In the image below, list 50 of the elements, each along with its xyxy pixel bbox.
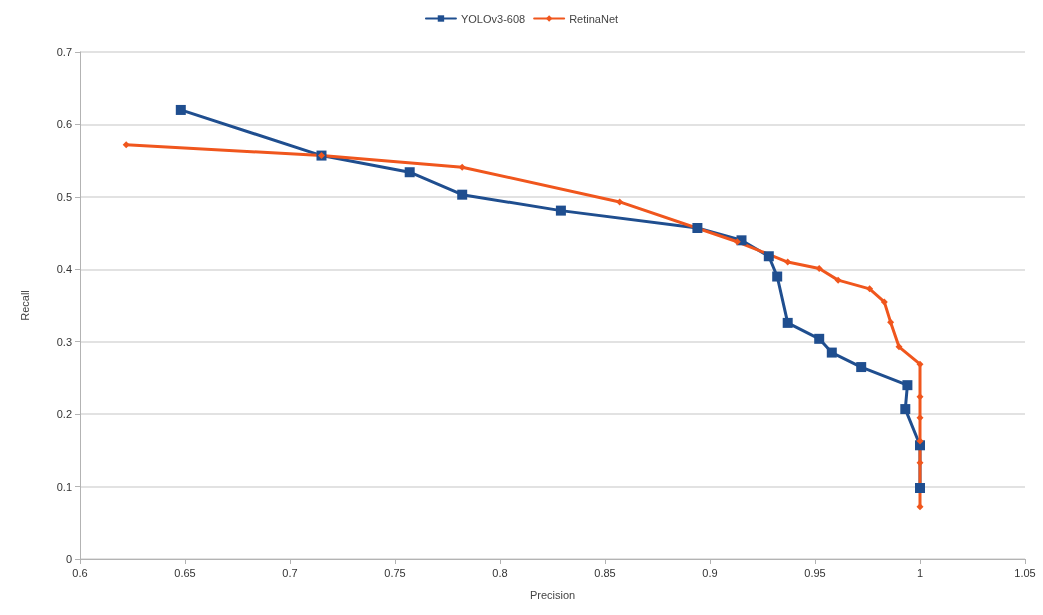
point — [457, 189, 468, 200]
point — [915, 483, 925, 494]
y-tick-label: 0.6 — [56, 118, 72, 131]
x-tick-label: 1.05 — [1014, 566, 1036, 579]
point — [175, 104, 186, 115]
point — [834, 276, 842, 284]
point — [814, 333, 825, 344]
x-tick-label: 0.65 — [174, 566, 196, 579]
legend-label: RetinaNet — [569, 12, 619, 25]
point — [916, 360, 924, 368]
point — [458, 163, 466, 171]
legend-label: YOLOv3-608 — [460, 12, 526, 25]
x-tick-label: 0.8 — [492, 566, 508, 579]
point — [733, 238, 741, 246]
y-tick-label: 0.7 — [56, 46, 72, 58]
x-tick-label: 0.95 — [804, 566, 826, 579]
point — [692, 223, 703, 233]
x-tick-label: 0.9 — [702, 566, 718, 579]
point — [866, 285, 874, 293]
point — [763, 251, 774, 262]
point — [887, 318, 895, 326]
point — [815, 265, 823, 273]
x-tick-label: 0.6 — [72, 566, 88, 579]
y-tick-label: 0 — [65, 553, 72, 565]
y-tick-label: 0.2 — [56, 408, 72, 421]
y-tick-label: 0.1 — [56, 480, 72, 493]
point — [772, 271, 783, 282]
x-tick-label: 0.75 — [384, 566, 406, 579]
x-axis-title: Precision — [529, 588, 576, 601]
point — [826, 347, 837, 358]
point — [782, 317, 793, 328]
y-tick-label: 0.5 — [56, 190, 72, 203]
point — [895, 343, 903, 351]
point — [856, 362, 867, 373]
x-tick-label: 0.85 — [594, 566, 616, 579]
point — [616, 198, 624, 206]
point — [916, 437, 924, 445]
point — [900, 404, 911, 415]
point — [122, 141, 130, 149]
x-tick-label: 1 — [916, 566, 924, 579]
x-tick-label: 0.7 — [282, 566, 298, 579]
y-tick-label: 0.3 — [56, 335, 72, 348]
point — [880, 298, 888, 306]
y-tick-label: 0.4 — [56, 263, 72, 276]
point — [555, 205, 566, 216]
point — [902, 380, 913, 391]
y-axis-title: Recall — [18, 290, 31, 321]
point — [784, 258, 792, 266]
point — [404, 167, 415, 178]
point — [916, 503, 924, 511]
